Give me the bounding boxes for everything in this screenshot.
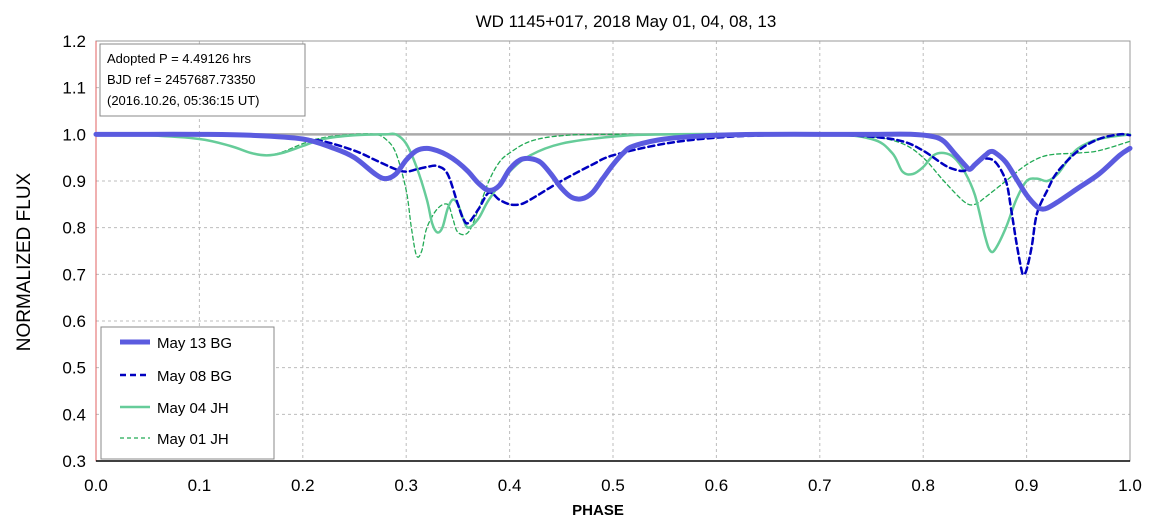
annotation-box: Adopted P = 4.49126 hrs BJD ref = 245768… bbox=[99, 43, 306, 117]
annotation-period: Adopted P = 4.49126 hrs bbox=[107, 51, 251, 66]
annotation-frame bbox=[99, 43, 306, 117]
series-line-may-08-bg bbox=[94, 132, 1132, 276]
legend-label-may13: May 13 BG bbox=[157, 335, 232, 352]
y-tick-label: 0.7 bbox=[62, 265, 86, 284]
x-tick-label: 0.8 bbox=[911, 476, 935, 495]
chart-title: WD 1145+017, 2018 May 01, 04, 08, 13 bbox=[476, 12, 777, 31]
annotation-date: (2016.10.26, 05:36:15 UT) bbox=[107, 93, 260, 108]
annotation-bjd-ref: BJD ref = 2457687.73350 bbox=[107, 72, 256, 87]
series-line-may-01-jh bbox=[95, 133, 1131, 258]
y-tick-label: 0.8 bbox=[62, 219, 86, 238]
y-tick-label: 0.9 bbox=[62, 172, 86, 191]
legend-label-may04: May 04 JH bbox=[157, 400, 229, 417]
x-tick-label: 0.9 bbox=[1015, 476, 1039, 495]
x-tick-label: 0.2 bbox=[291, 476, 315, 495]
legend: May 13 BG May 08 BG May 04 JH May 01 JH bbox=[100, 326, 275, 460]
legend-label-may08: May 08 BG bbox=[157, 368, 232, 385]
y-tick-label: 0.4 bbox=[62, 405, 86, 424]
y-tick-labels: 0.3 0.4 0.5 0.6 0.7 0.8 0.9 1.0 1.1 1.2 bbox=[62, 32, 86, 471]
y-tick-label: 1.1 bbox=[62, 79, 86, 98]
y-axis-label: NORMALIZED FLUX bbox=[14, 172, 35, 351]
x-tick-label: 0.0 bbox=[84, 476, 108, 495]
x-axis-label: PHASE bbox=[572, 502, 624, 519]
x-tick-label: 0.3 bbox=[394, 476, 418, 495]
series-line-may-13-bg bbox=[93, 131, 1133, 212]
legend-label-may01: May 01 JH bbox=[157, 431, 229, 448]
x-tick-label: 0.6 bbox=[705, 476, 729, 495]
x-tick-label: 1.0 bbox=[1118, 476, 1142, 495]
x-tick-label: 0.1 bbox=[188, 476, 212, 495]
y-tick-label: 0.3 bbox=[62, 452, 86, 471]
y-tick-label: 1.0 bbox=[62, 125, 86, 144]
x-tick-label: 0.4 bbox=[498, 476, 522, 495]
legend-frame bbox=[100, 326, 275, 460]
y-tick-label: 0.5 bbox=[62, 359, 86, 378]
y-tick-label: 0.6 bbox=[62, 312, 86, 331]
x-tick-label: 0.5 bbox=[601, 476, 625, 495]
x-tick-label: 0.7 bbox=[808, 476, 832, 495]
x-tick-labels: 0.0 0.1 0.2 0.3 0.4 0.5 0.6 0.7 0.8 0.9 1.0 bbox=[84, 476, 1142, 495]
series-lines bbox=[93, 131, 1133, 276]
y-tick-label: 1.2 bbox=[62, 32, 86, 51]
series-line-may-04-jh bbox=[94, 132, 1132, 254]
